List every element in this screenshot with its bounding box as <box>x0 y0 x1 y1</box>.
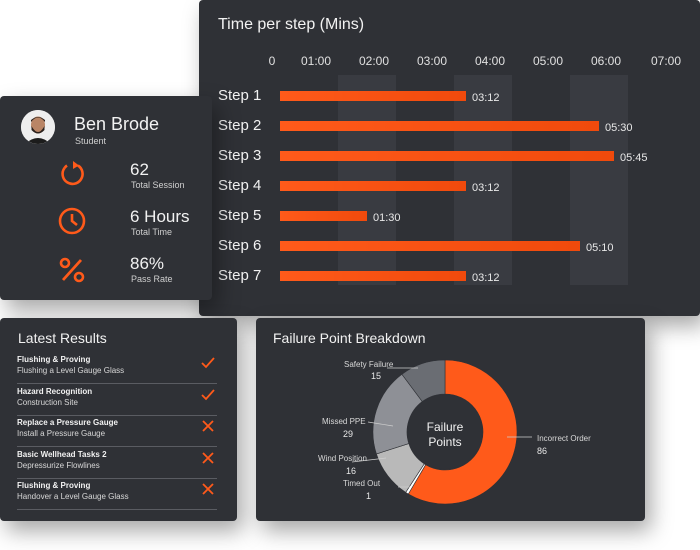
result-subtitle: Construction Site <box>17 397 78 407</box>
step-bar-value: 01:30 <box>373 212 401 224</box>
user-photo-icon <box>21 110 55 144</box>
result-row[interactable]: Flushing & Proving Flushing a Level Gauge… <box>17 352 217 384</box>
step-bar[interactable] <box>280 181 466 191</box>
step-bar-value: 05:30 <box>605 122 633 134</box>
cross-icon <box>202 451 214 464</box>
donut-segment-label: Wind Position <box>318 454 367 463</box>
donut-segment-value: 15 <box>371 371 382 381</box>
check-icon <box>201 388 215 400</box>
cross-icon <box>202 420 214 432</box>
step-label: Step 4 <box>218 177 262 194</box>
result-title: Flushing & Proving <box>17 355 91 364</box>
axis-tick-label: 05:00 <box>532 54 564 68</box>
column-band <box>338 75 396 285</box>
donut-segment-value: 29 <box>343 429 354 439</box>
axis-tick-label: 0 <box>268 54 276 68</box>
pass-rate-value: 86% <box>130 254 165 273</box>
clock-icon <box>58 207 86 235</box>
step-bar-value: 03:12 <box>472 92 500 104</box>
user-name: Ben Brode <box>74 114 160 134</box>
percent-icon <box>59 257 85 283</box>
step-bar-value: 03:12 <box>472 272 500 284</box>
latest-results-card <box>0 318 237 521</box>
step-bar-value: 05:10 <box>586 242 614 254</box>
step-bar-value: 05:45 <box>620 152 648 164</box>
donut-center-line2: Points <box>428 435 462 449</box>
result-title: Flushing & Proving <box>17 481 91 490</box>
axis-tick-label: 01:00 <box>300 54 332 68</box>
latest-results-title: Latest Results <box>18 330 107 346</box>
step-label: Step 1 <box>218 87 262 104</box>
step-label: Step 5 <box>218 207 262 224</box>
step-label: Step 2 <box>218 117 262 134</box>
result-row[interactable]: Basic Wellhead Tasks 2 Depressurize Flowl… <box>17 447 217 479</box>
result-subtitle: Install a Pressure Gauge <box>17 429 106 438</box>
check-icon <box>201 357 215 369</box>
cross-icon <box>202 483 214 495</box>
refresh-icon <box>61 161 84 186</box>
total-session-label: Total Session <box>131 180 185 190</box>
axis-tick-label: 02:00 <box>358 54 390 68</box>
result-title: Basic Wellhead Tasks 2 <box>17 449 107 459</box>
axis-tick-label: 06:00 <box>590 54 622 68</box>
result-subtitle: Flushing a Level Gauge Glass <box>17 366 125 375</box>
result-row[interactable]: Replace a Pressure Gauge Install a Pressu… <box>17 415 217 447</box>
donut-segment-value: 16 <box>346 466 357 476</box>
pass-rate-label: Pass Rate <box>131 274 173 284</box>
result-subtitle: Depressurize Flowlines <box>17 460 100 470</box>
donut-segment-value: 1 <box>366 491 372 501</box>
total-session-value: 62 <box>130 160 149 179</box>
donut-segment-label: Incorrect Order <box>537 434 591 443</box>
step-label: Step 6 <box>218 237 262 254</box>
step-label: Step 7 <box>218 267 262 284</box>
result-row[interactable]: Flushing & Proving Handover a Level Gauge… <box>17 478 217 510</box>
result-subtitle: Handover a Level Gauge Glass <box>17 492 129 501</box>
donut-center-line1: Failure <box>426 420 464 434</box>
donut-segment-label: Safety Failure <box>344 360 394 369</box>
donut-segment-label: Missed PPE <box>322 417 366 426</box>
total-time-label: Total Time <box>131 227 173 237</box>
step-bar-value: 03:12 <box>472 182 500 194</box>
total-time-value: 6 Hours <box>130 207 190 226</box>
avatar[interactable] <box>21 110 55 144</box>
axis-tick-label: 07:00 <box>650 54 682 68</box>
user-role: Student <box>75 136 107 146</box>
step-bar[interactable] <box>280 91 466 101</box>
result-row[interactable]: Hazard Recognition Construction Site <box>17 384 217 416</box>
donut-segment-label: Timed Out <box>343 479 381 488</box>
donut-segment-value: 86 <box>537 446 548 456</box>
step-label: Step 3 <box>218 147 262 164</box>
step-bar[interactable] <box>280 241 580 251</box>
step-bar[interactable] <box>280 121 599 131</box>
axis-tick-label: 03:00 <box>416 54 448 68</box>
failure-breakdown-title: Failure Point Breakdown <box>273 330 426 346</box>
time-per-step-title: Time per step (Mins) <box>218 16 365 33</box>
step-bar[interactable] <box>280 211 367 221</box>
axis-tick-label: 04:00 <box>474 54 506 68</box>
result-title: Replace a Pressure Gauge <box>17 418 118 427</box>
result-title: Hazard Recognition <box>17 386 93 396</box>
step-bar[interactable] <box>280 271 466 281</box>
column-band <box>454 75 512 285</box>
step-bar[interactable] <box>280 151 614 161</box>
